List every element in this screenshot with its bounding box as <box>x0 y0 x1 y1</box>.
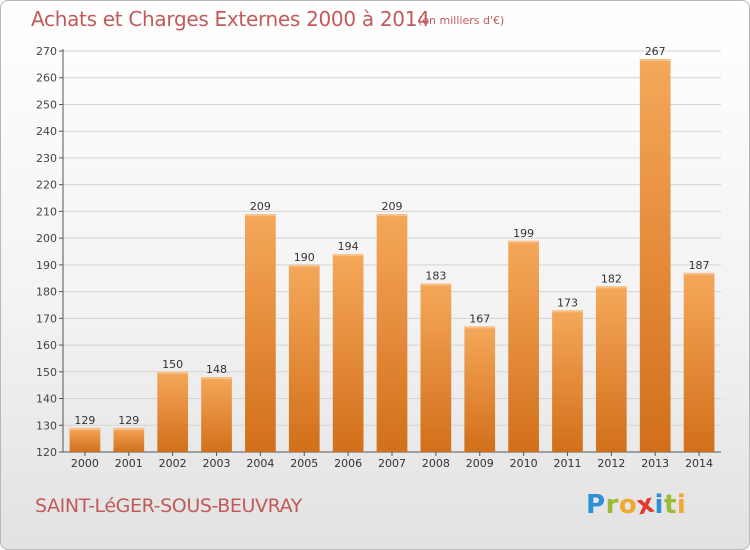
proxiti-logo[interactable]: Proxiti <box>586 488 687 522</box>
data-label-2008: 183 <box>425 270 446 283</box>
data-label-2000: 129 <box>74 414 95 427</box>
commune-name: SAINT-LéGER-SOUS-BEUVRAY <box>35 495 302 517</box>
bar-2014 <box>683 272 715 452</box>
bar-top-highlight <box>595 286 627 289</box>
x-tick-label-2009: 2009 <box>466 457 494 470</box>
y-tick-label: 180 <box>36 286 57 299</box>
x-tick-label-2007: 2007 <box>378 457 406 470</box>
bar-top-highlight <box>420 283 452 286</box>
bar-2009 <box>464 326 496 452</box>
bar-top-highlight <box>201 377 232 380</box>
bar-top-highlight <box>376 214 408 217</box>
data-label-2006: 194 <box>338 240 359 253</box>
bar-2007 <box>376 214 408 452</box>
data-label-2002: 150 <box>162 358 183 371</box>
y-tick-label: 260 <box>36 72 57 85</box>
data-label-2004: 209 <box>250 200 271 213</box>
x-tick-label-2002: 2002 <box>159 457 187 470</box>
data-label-2005: 190 <box>294 251 315 264</box>
bar-top-highlight <box>639 59 671 62</box>
bar-top-highlight <box>332 254 364 257</box>
bars <box>69 59 715 453</box>
data-label-2001: 129 <box>118 414 139 427</box>
bar-2006 <box>332 254 364 452</box>
y-tick-label: 190 <box>36 259 57 272</box>
bar-top-highlight <box>288 264 320 267</box>
y-tick-label: 170 <box>36 312 57 325</box>
y-tick-label: 130 <box>36 419 57 432</box>
x-tick-label-2000: 2000 <box>71 457 99 470</box>
bar-top-highlight <box>113 427 145 430</box>
x-tick-label-2003: 2003 <box>203 457 231 470</box>
data-label-2003: 148 <box>206 363 227 376</box>
x-tick-label-2005: 2005 <box>290 457 318 470</box>
bar-top-highlight <box>69 427 101 430</box>
bar-2003 <box>201 377 232 452</box>
data-label-2014: 187 <box>689 259 710 272</box>
y-tick-label: 210 <box>36 205 57 218</box>
x-tick-label-2013: 2013 <box>641 457 669 470</box>
data-label-2012: 182 <box>601 272 622 285</box>
y-tick-label: 120 <box>36 446 57 459</box>
bar-top-highlight <box>245 214 276 217</box>
x-tick-label-2011: 2011 <box>553 457 581 470</box>
y-tick-label: 250 <box>36 98 57 111</box>
data-labels: 129 129 150 148 209 190 194 209 183 167 199 173 182 2… <box>74 45 709 427</box>
bar-2011 <box>552 310 583 452</box>
y-tick-label: 240 <box>36 125 57 138</box>
x-tick-label-2006: 2006 <box>334 457 362 470</box>
data-label-2007: 209 <box>382 200 403 213</box>
x-tick-label-2010: 2010 <box>510 457 538 470</box>
bar-2004 <box>245 214 276 452</box>
y-tick-label: 150 <box>36 366 57 379</box>
y-tick-label: 270 <box>36 45 57 58</box>
bar-2012 <box>595 286 627 452</box>
y-tick-label: 220 <box>36 179 57 192</box>
bar-top-highlight <box>683 272 715 275</box>
data-label-2011: 173 <box>557 296 578 309</box>
y-tick-label: 200 <box>36 232 57 245</box>
bar-2002 <box>157 371 189 452</box>
bar-top-highlight <box>157 371 189 374</box>
bar-2008 <box>420 283 452 452</box>
data-label-2009: 167 <box>469 312 490 325</box>
x-tick-label-2004: 2004 <box>246 457 274 470</box>
axes: 120 130 140 150 160 170 180 190 200 210 220 230 240 2… <box>36 45 721 470</box>
bar-top-highlight <box>508 240 539 243</box>
x-tick-label-2008: 2008 <box>422 457 450 470</box>
bar-2005 <box>288 264 320 452</box>
bar-2013 <box>639 59 671 453</box>
bar-2001 <box>113 427 145 452</box>
x-tick-label-2012: 2012 <box>597 457 625 470</box>
data-label-2013: 267 <box>645 45 666 58</box>
chart-subtitle: (en milliers d'€) <box>418 14 505 27</box>
x-tick-label-2001: 2001 <box>115 457 143 470</box>
y-tick-label: 230 <box>36 152 57 165</box>
bar-2010 <box>508 240 539 452</box>
x-tick-label-2014: 2014 <box>685 457 713 470</box>
y-tick-label: 140 <box>36 393 57 406</box>
bar-top-highlight <box>552 310 583 313</box>
bar-2000 <box>69 427 101 452</box>
chart-title: Achats et Charges Externes 2000 à 2014 <box>31 7 430 31</box>
y-tick-label: 160 <box>36 339 57 352</box>
bar-top-highlight <box>464 326 496 329</box>
data-label-2010: 199 <box>513 227 534 240</box>
